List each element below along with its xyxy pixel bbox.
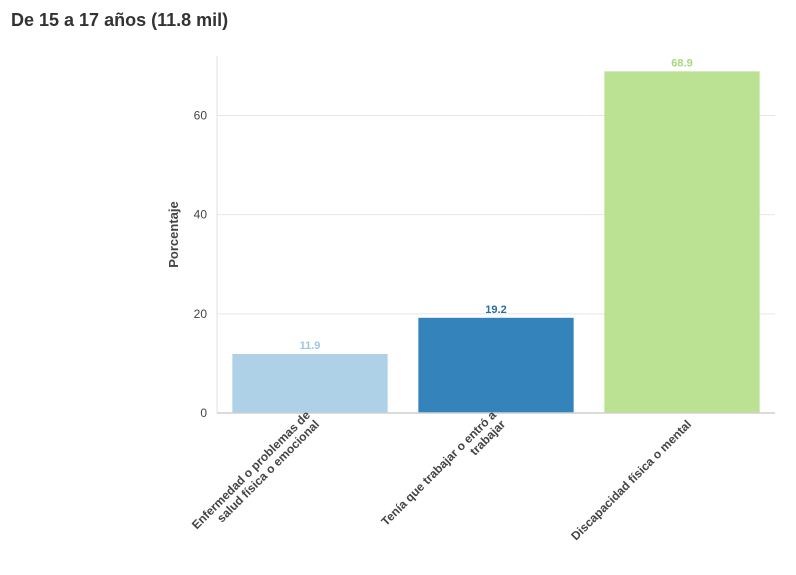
data-label: 19.2 xyxy=(485,304,506,316)
x-tick-label: Discapacidad física o mental xyxy=(568,417,694,543)
y-tick-label: 40 xyxy=(194,208,208,222)
bars xyxy=(232,71,760,413)
y-tick-label: 0 xyxy=(200,406,207,420)
bar xyxy=(232,353,388,413)
y-tick-label: 20 xyxy=(194,307,208,321)
y-tick-label: 60 xyxy=(194,109,208,123)
x-tick-label-line: Enfermedad o problemas de xyxy=(189,408,313,532)
x-tick-label: Enfermedad o problemas desalud física o … xyxy=(189,408,322,541)
data-label: 11.9 xyxy=(300,340,321,352)
bar xyxy=(604,71,760,413)
x-tick-label-line: Discapacidad física o mental xyxy=(568,417,694,543)
data-label: 68.9 xyxy=(671,57,692,69)
x-tick-label-line: salud física o emocional xyxy=(214,417,322,525)
axes xyxy=(216,56,775,414)
x-tick-label-line: Tenía que trabajar o entró a xyxy=(378,408,499,529)
bar xyxy=(418,317,574,413)
x-tick-label: Tenía que trabajar o entró atrabajar xyxy=(378,408,508,538)
y-axis-title: Porcentaje xyxy=(166,201,181,267)
chart-title: De 15 a 17 años (11.8 mil) xyxy=(11,10,229,30)
